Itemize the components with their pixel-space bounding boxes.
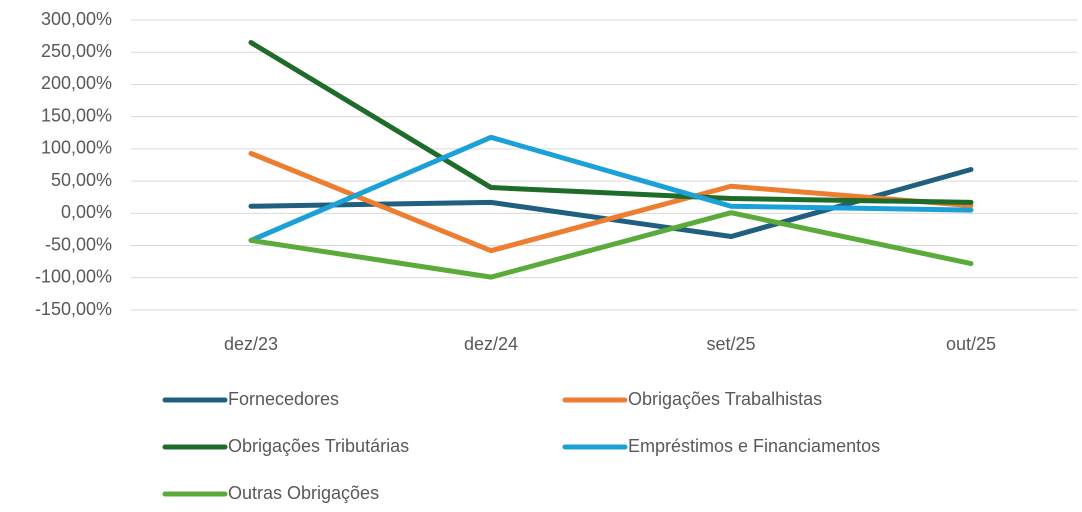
x-tick-label: dez/23 [224,334,278,354]
y-tick-label: 100,00% [41,138,112,158]
y-tick-label: 0,00% [61,202,112,222]
x-tick-label: set/25 [706,334,755,354]
x-tick-label: dez/24 [464,334,518,354]
y-tick-label: 200,00% [41,73,112,93]
y-tick-label: 150,00% [41,105,112,125]
legend-label: Empréstimos e Financiamentos [628,436,880,456]
series-line [248,210,974,280]
y-tick-label: 300,00% [41,9,112,29]
legend-label: Obrigações Tributárias [228,436,409,456]
series-line [248,134,974,243]
legend-label: Obrigações Trabalhistas [628,389,822,409]
series-line [248,40,974,205]
series-line [248,150,974,254]
legend-label: Outras Obrigações [228,483,379,503]
y-tick-label: -100,00% [35,267,112,287]
y-tick-label: -150,00% [35,299,112,319]
x-tick-label: out/25 [946,334,996,354]
y-tick-label: 50,00% [51,170,112,190]
legend-label: Fornecedores [228,389,339,409]
y-tick-label: 250,00% [41,41,112,61]
y-tick-label: -50,00% [45,234,112,254]
